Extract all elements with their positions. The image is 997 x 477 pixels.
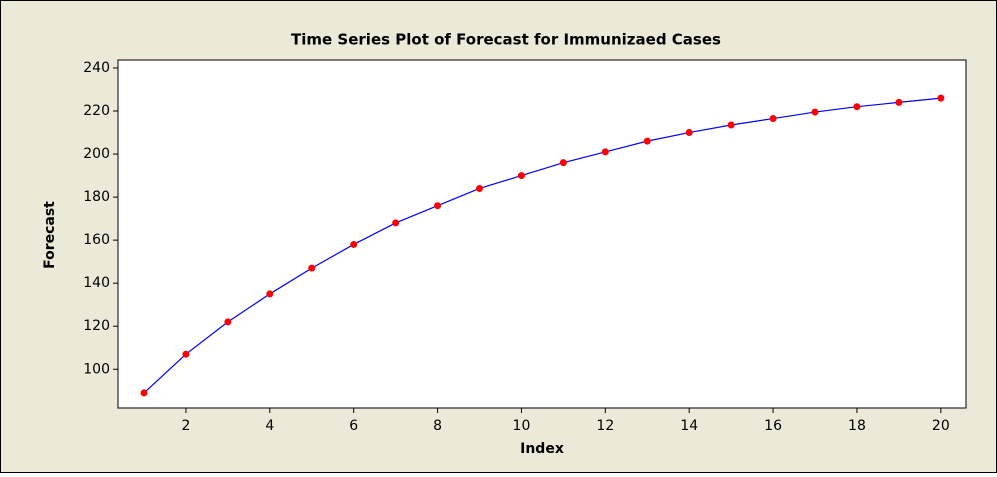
y-tick-label: 240	[83, 60, 110, 76]
data-point	[937, 94, 945, 102]
x-tick-label: 20	[932, 418, 950, 434]
data-point	[853, 103, 861, 111]
x-tick-label: 10	[513, 418, 531, 434]
data-point	[392, 219, 400, 227]
x-axis-label: Index	[520, 441, 564, 457]
x-tick-label: 18	[848, 418, 866, 434]
y-tick-label: 140	[83, 275, 110, 291]
data-point	[350, 240, 358, 248]
data-point	[224, 318, 232, 326]
series-line	[143, 97, 941, 394]
data-point	[308, 264, 316, 272]
data-point	[685, 129, 693, 137]
x-tick-label: 4	[265, 418, 274, 434]
y-tick-label: 120	[83, 318, 110, 334]
data-point	[727, 121, 735, 129]
data-point	[811, 108, 819, 116]
x-tick-label: 12	[596, 418, 614, 434]
y-tick-label: 180	[83, 189, 110, 205]
data-point	[895, 98, 903, 106]
data-point	[476, 184, 484, 192]
y-tick-label: 100	[83, 361, 110, 377]
data-point	[434, 202, 442, 210]
chart-title: Time Series Plot of Forecast for Immuniz…	[291, 31, 721, 49]
data-point	[182, 350, 190, 358]
x-tick-label: 16	[764, 418, 782, 434]
x-tick-label: 2	[181, 418, 190, 434]
data-point	[266, 290, 274, 298]
data-point	[559, 159, 567, 167]
data-point	[769, 115, 777, 123]
plot-area	[117, 59, 967, 409]
x-tick-label: 6	[349, 418, 358, 434]
data-point	[517, 172, 525, 180]
y-tick-label: 220	[83, 103, 110, 119]
y-tick-label: 200	[83, 146, 110, 162]
data-point	[643, 137, 651, 145]
data-point	[140, 389, 148, 397]
data-point	[601, 148, 609, 156]
y-tick-label: 160	[83, 232, 110, 248]
x-tick-label: 14	[680, 418, 698, 434]
x-tick-label: 8	[433, 418, 442, 434]
y-axis-label: Forecast	[42, 201, 58, 269]
